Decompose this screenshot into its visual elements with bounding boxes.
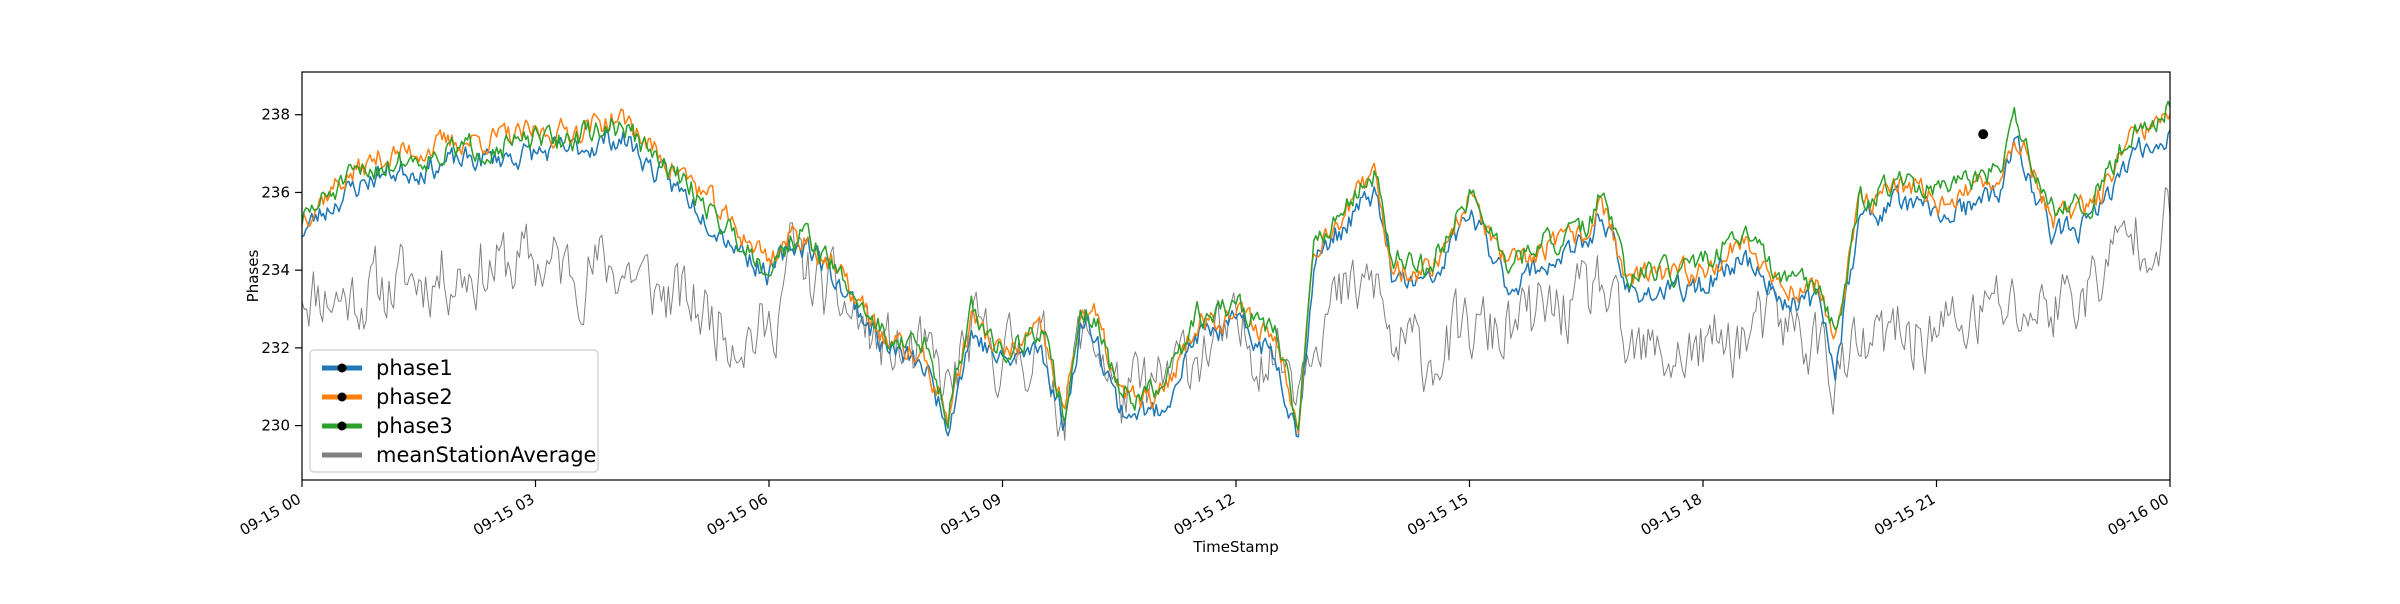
y-axis: 230 232 234 236 238 xyxy=(261,106,302,435)
legend-marker-dot xyxy=(337,392,347,402)
y-axis-title: Phases xyxy=(244,250,262,303)
legend: phase1 phase2 phase3 meanStationAverage xyxy=(309,349,599,473)
x-tick-label: 09-16 00 xyxy=(2105,490,2172,539)
y-tick-label: 236 xyxy=(261,183,290,201)
x-tick-label: 09-15 21 xyxy=(1871,490,1938,539)
y-tick-label: 234 xyxy=(261,261,290,279)
legend-item-phase1: phase1 xyxy=(322,356,453,380)
marker-layer xyxy=(1978,129,1989,140)
y-tick-label: 232 xyxy=(261,339,290,357)
x-tick-label: 09-15 12 xyxy=(1171,490,1238,539)
x-axis-title: TimeStamp xyxy=(1192,538,1278,556)
x-tick-label: 09-15 00 xyxy=(237,490,304,539)
legend-label: phase3 xyxy=(376,414,453,438)
legend-marker-dot xyxy=(337,421,347,431)
x-tick-label: 09-15 15 xyxy=(1404,490,1471,539)
legend-box xyxy=(309,349,599,473)
legend-items: phase1 phase2 phase3 meanStationAverage xyxy=(322,356,596,467)
x-axis: 09-15 00 09-15 03 09-15 06 09-15 09 09-15 12… xyxy=(237,480,2172,539)
x-tick-label: 09-15 06 xyxy=(704,490,771,539)
x-tick-label: 09-15 18 xyxy=(1638,490,1705,539)
legend-item-phase2: phase2 xyxy=(322,385,453,409)
highlight-point xyxy=(1978,129,1989,140)
series-lines xyxy=(301,100,2171,441)
legend-marker-dot xyxy=(337,363,347,373)
x-tick-label: 09-15 09 xyxy=(937,490,1004,539)
legend-label: phase1 xyxy=(376,356,453,380)
y-tick-label: 238 xyxy=(261,106,290,124)
legend-label: meanStationAverage xyxy=(376,443,596,467)
series-line-phase1 xyxy=(301,126,2171,438)
legend-item-phase3: phase3 xyxy=(322,414,453,438)
series-line-meanstationaverage xyxy=(301,187,2171,441)
legend-item-meanstationaverage: meanStationAverage xyxy=(322,443,596,467)
series-line-phase3 xyxy=(301,100,2171,431)
y-tick-label: 230 xyxy=(261,417,290,435)
legend-label: phase2 xyxy=(376,385,453,409)
x-tick-label: 09-15 03 xyxy=(470,490,537,539)
